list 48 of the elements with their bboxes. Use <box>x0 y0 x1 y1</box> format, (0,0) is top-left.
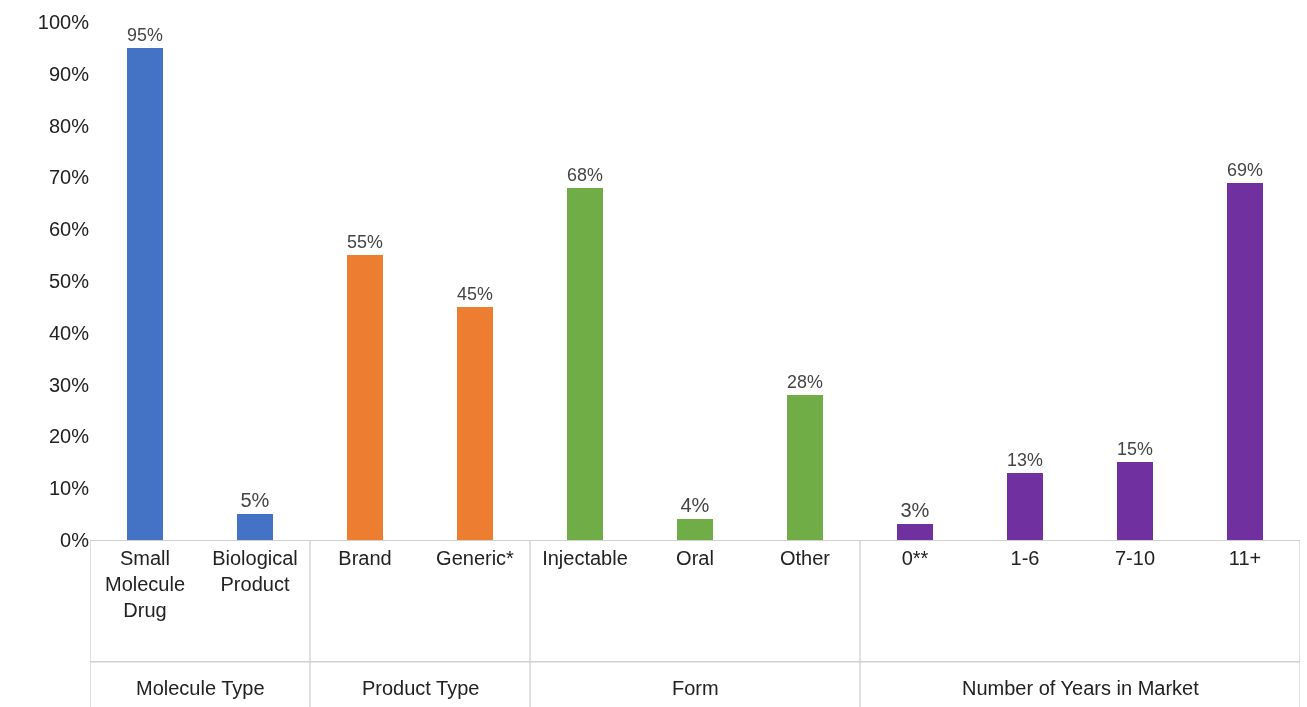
bar <box>677 519 713 540</box>
data-label: 5% <box>240 489 270 511</box>
x-tick-label: 1-6 <box>1010 547 1040 570</box>
bar <box>237 514 273 540</box>
y-tick-label: 60% <box>48 218 90 241</box>
bar <box>787 395 823 540</box>
text: Molecule Type <box>136 677 265 699</box>
bar <box>347 255 383 540</box>
data-label: 69% <box>1227 160 1263 181</box>
data-label: 15% <box>1117 439 1153 460</box>
text: Form <box>672 677 719 699</box>
x-tick-label: Brand <box>338 547 392 570</box>
x-tick-label: Injectable <box>542 547 628 570</box>
bar <box>1227 183 1263 540</box>
data-label: 28% <box>787 372 823 393</box>
x-tick-label: Small Molecule Drug <box>104 547 186 622</box>
data-label: 55% <box>347 232 383 253</box>
data-label: 4% <box>680 494 710 516</box>
data-label: 45% <box>457 284 493 305</box>
x-tick-label: Biological Product <box>212 547 298 596</box>
y-tick-label: 20% <box>48 425 90 448</box>
data-label: 95% <box>127 25 163 46</box>
x-tick-label: 0** <box>901 547 929 570</box>
bar <box>1007 473 1043 540</box>
y-tick-label: 0% <box>60 529 90 551</box>
bar <box>127 48 163 540</box>
bar <box>567 188 603 540</box>
data-label: 68% <box>567 165 603 186</box>
y-tick-label: 80% <box>48 114 90 137</box>
y-tick-label: 50% <box>48 270 90 292</box>
y-tick-label: 30% <box>48 373 90 396</box>
text: Number of Years in Market <box>962 677 1200 699</box>
y-tick-label: 40% <box>48 321 90 344</box>
y-tick-label: 90% <box>48 62 90 85</box>
data-label: 13% <box>1007 450 1043 471</box>
text: Product Type <box>362 677 480 699</box>
data-label: 3% <box>900 499 930 521</box>
x-tick-label: Other <box>779 547 831 570</box>
y-tick-label: 100% <box>37 11 90 33</box>
x-tick-label: Oral <box>676 547 714 570</box>
x-tick-label: 11+ <box>1228 547 1262 570</box>
x-tick-label: 7-10 <box>1114 547 1156 570</box>
bar <box>457 307 493 540</box>
y-tick-label: 10% <box>48 477 90 500</box>
bar <box>1117 462 1153 540</box>
y-tick-label: 70% <box>48 166 90 189</box>
x-tick-label: Generic* <box>436 547 515 570</box>
bar <box>897 524 933 540</box>
